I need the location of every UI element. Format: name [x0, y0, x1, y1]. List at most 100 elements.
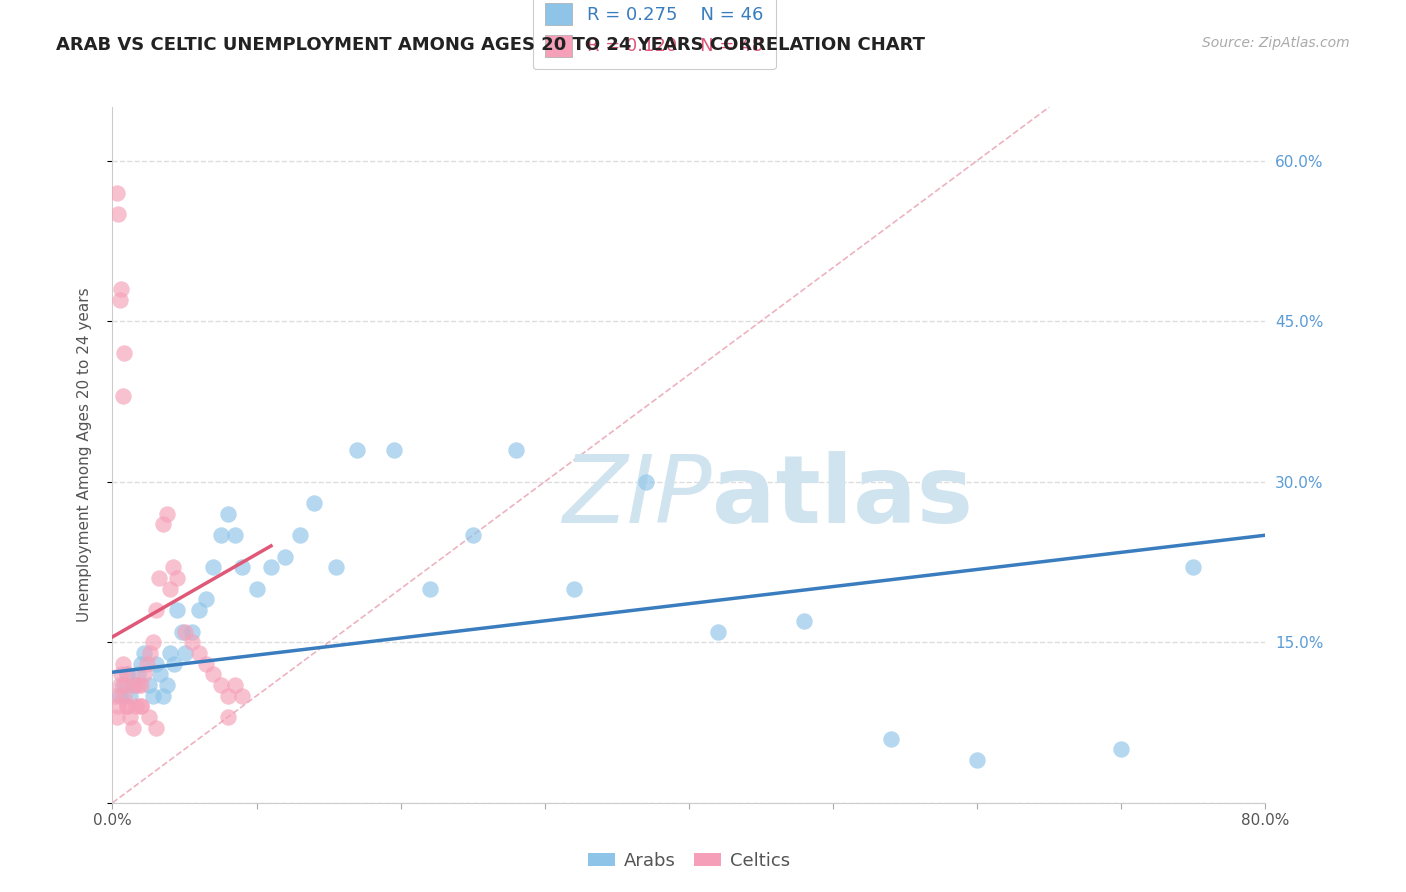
Point — [246, 582, 269, 596]
Point — [145, 603, 167, 617]
Point — [707, 624, 730, 639]
Point — [209, 678, 232, 692]
Point — [419, 582, 441, 596]
Point — [224, 678, 246, 692]
Point — [202, 667, 225, 681]
Point — [231, 689, 253, 703]
Point — [634, 475, 657, 489]
Point — [105, 710, 128, 724]
Point — [461, 528, 484, 542]
Point — [166, 571, 188, 585]
Point — [127, 667, 149, 681]
Point — [217, 689, 239, 703]
Point — [173, 646, 195, 660]
Point — [122, 678, 145, 692]
Point — [136, 657, 159, 671]
Point — [129, 657, 153, 671]
Point — [180, 635, 202, 649]
Point — [202, 560, 225, 574]
Point — [105, 186, 128, 200]
Point — [142, 635, 165, 649]
Point — [112, 689, 135, 703]
Point — [129, 678, 153, 692]
Point — [159, 646, 181, 660]
Point — [149, 667, 172, 681]
Point — [156, 507, 179, 521]
Point — [142, 689, 165, 703]
Point — [159, 582, 181, 596]
Point — [260, 560, 283, 574]
Point — [966, 753, 988, 767]
Legend: Arabs, Celtics: Arabs, Celtics — [581, 845, 797, 877]
Point — [274, 549, 297, 564]
Point — [107, 699, 129, 714]
Point — [107, 207, 129, 221]
Point — [163, 657, 186, 671]
Point — [304, 496, 326, 510]
Point — [115, 699, 138, 714]
Point — [1182, 560, 1205, 574]
Point — [224, 528, 246, 542]
Point — [288, 528, 311, 542]
Point — [118, 710, 141, 724]
Point — [195, 592, 218, 607]
Point — [188, 646, 211, 660]
Point — [173, 624, 195, 639]
Point — [217, 507, 239, 521]
Point — [138, 710, 160, 724]
Point — [152, 689, 174, 703]
Point — [111, 389, 134, 403]
Point — [231, 560, 253, 574]
Point — [180, 624, 202, 639]
Point — [1111, 742, 1133, 756]
Text: ZIP: ZIP — [562, 451, 711, 542]
Point — [104, 689, 127, 703]
Point — [134, 646, 156, 660]
Point — [127, 678, 149, 692]
Point — [121, 721, 143, 735]
Point — [122, 678, 145, 692]
Point — [108, 689, 131, 703]
Point — [108, 678, 131, 692]
Point — [195, 657, 218, 671]
Point — [111, 657, 134, 671]
Point — [170, 624, 193, 639]
Text: atlas: atlas — [711, 450, 973, 542]
Point — [217, 710, 239, 724]
Point — [188, 603, 211, 617]
Y-axis label: Unemployment Among Ages 20 to 24 years: Unemployment Among Ages 20 to 24 years — [77, 287, 91, 623]
Point — [124, 699, 146, 714]
Point — [129, 699, 153, 714]
Point — [139, 646, 162, 660]
Point — [346, 442, 368, 457]
Text: Source: ZipAtlas.com: Source: ZipAtlas.com — [1202, 36, 1350, 50]
Point — [111, 678, 134, 692]
Point — [115, 667, 138, 681]
Point — [118, 689, 141, 703]
Point — [880, 731, 903, 746]
Point — [145, 721, 167, 735]
Point — [162, 560, 184, 574]
Point — [134, 667, 156, 681]
Point — [115, 699, 138, 714]
Point — [110, 667, 132, 681]
Point — [505, 442, 527, 457]
Point — [148, 571, 170, 585]
Point — [110, 282, 132, 296]
Point — [209, 528, 232, 542]
Point — [156, 678, 179, 692]
Point — [562, 582, 585, 596]
Point — [166, 603, 188, 617]
Text: ARAB VS CELTIC UNEMPLOYMENT AMONG AGES 20 TO 24 YEARS CORRELATION CHART: ARAB VS CELTIC UNEMPLOYMENT AMONG AGES 2… — [56, 36, 925, 54]
Point — [114, 678, 136, 692]
Point — [138, 678, 160, 692]
Point — [793, 614, 815, 628]
Point — [112, 346, 135, 360]
Point — [325, 560, 347, 574]
Point — [108, 293, 131, 307]
Point — [129, 699, 153, 714]
Point — [152, 517, 174, 532]
Point — [382, 442, 405, 457]
Point — [115, 667, 138, 681]
Point — [145, 657, 167, 671]
